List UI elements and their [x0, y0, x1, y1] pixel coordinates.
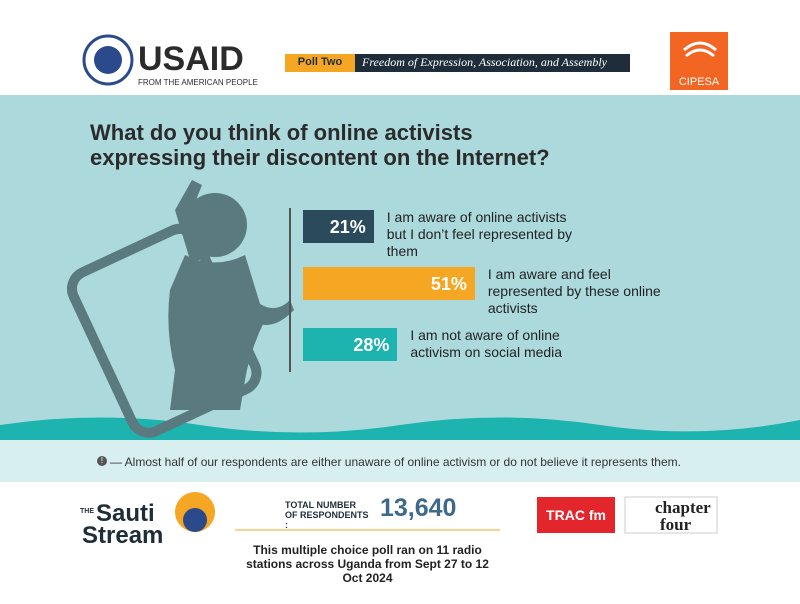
- usaid-tagline: FROM THE AMERICAN PEOPLE: [138, 78, 258, 87]
- bar: 28%: [303, 328, 398, 361]
- chapter-2: four: [660, 515, 692, 534]
- method-note: This multiple choice poll ran on 11 radi…: [246, 543, 489, 585]
- bar: 51%: [303, 267, 475, 300]
- poll-label: Poll Two: [297, 56, 343, 68]
- bar: 21%: [303, 210, 374, 243]
- total-value: 13,640: [380, 494, 457, 522]
- category-label: I am aware of online activists but I don…: [386, 209, 572, 259]
- note: — Almost half of our respondents are eit…: [110, 455, 681, 469]
- total-label: TOTAL NUMBER OF RESPONDENTS :: [285, 500, 369, 530]
- usaid-logo: USAID: [138, 40, 244, 78]
- sauti-the: THE: [80, 508, 94, 515]
- category-label: I am not aware of online activism on soc…: [410, 327, 563, 360]
- chapter-1: chapter: [655, 498, 711, 517]
- chart-title: What do you think of online activists ex…: [90, 120, 550, 170]
- cipesa-logo: CIPESA: [678, 76, 720, 88]
- value-label: 51%: [430, 274, 467, 294]
- trac-logo: TRAC fm: [546, 507, 606, 523]
- value-label: 21%: [329, 217, 366, 237]
- sauti-1: Sauti: [96, 500, 155, 527]
- note-icon: !: [97, 456, 107, 466]
- category-label: I am aware and feel represented by these…: [487, 266, 661, 316]
- poll-topic: Freedom of Expression, Association, and …: [362, 55, 607, 69]
- sauti-2: Stream: [82, 522, 164, 549]
- value-label: 28%: [353, 335, 390, 355]
